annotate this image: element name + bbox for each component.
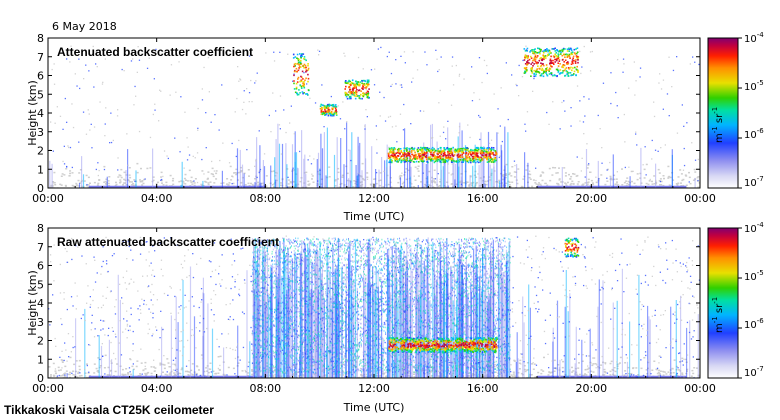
instrument-label: Tikkakoski Vaisala CT25K ceilometer [4,403,214,417]
y-tick-label: 7 [37,241,44,254]
panel-bottom-ylabel: Height (km) [26,270,39,336]
cloud-layer-0 [292,53,310,96]
y-tick-label: 0 [37,182,44,195]
panel-top-colorbar [707,37,739,189]
x-tick-label: 16:00 [467,382,499,395]
date-label: 6 May 2018 [52,20,117,33]
x-tick-label: 20:00 [575,382,607,395]
x-tick-label: 04:00 [141,382,173,395]
panel-top-frame [47,37,701,189]
x-tick-label: 20:00 [575,192,607,205]
y-tick-label: 7 [37,51,44,64]
panel-top-axes: 00:00 04:00 08:00 12:00 16:00 20:00 00:0001234… [32,32,716,205]
y-tick-label: 0 [37,372,44,385]
y-tick-label: 2 [37,335,44,348]
panel-top-ylabel: Height (km) [26,80,39,146]
panel-top-colorbar-labels: 10-4 10-5 10-6 10-7 m-1 sr-1 [711,31,764,189]
backscatter-field [49,45,700,188]
x-tick-label: 12:00 [358,382,390,395]
panel-top-xlabel: Time (UTC) [343,210,405,223]
x-tick-label: 12:00 [358,192,390,205]
y-tick-label: 1 [37,353,44,366]
colorbar-tick-label: 10-7 [744,175,764,189]
backscatter-field [48,235,700,378]
x-tick-label: 08:00 [249,192,281,205]
panel-top: Attenuated backscatter coefficient 00:00… [26,31,764,223]
y-tick-label: 8 [37,32,44,45]
panel-bottom-title: Raw attenuated backscatter coefficient [57,235,279,249]
colorbar-tick-label: 10-7 [744,365,764,379]
cloud-layer-3 [387,146,498,164]
x-tick-label: 00:00 [684,382,716,395]
colorbar-unit: m-1 sr-1 [711,107,725,143]
panel-bottom: Raw attenuated backscatter coefficient 0… [26,221,764,414]
panel-bottom-axes: 00:00 04:00 08:00 12:00 16:00 20:00 00:0001234… [32,222,716,395]
noise-layer-0 [251,237,511,374]
y-tick-label: 6 [37,260,44,273]
cloud-layer-4 [523,47,580,78]
y-tick-label: 3 [37,126,44,139]
panel-bottom-xlabel: Time (UTC) [343,401,405,414]
colorbar-tick-label: 10-4 [744,221,764,235]
x-tick-label: 04:00 [141,192,173,205]
x-tick-label: 00:00 [32,192,64,205]
y-tick-label: 3 [37,316,44,329]
colorbar-tick-label: 10-4 [744,31,764,45]
cloud-layer-2 [344,79,370,100]
panel-bottom-colorbar [707,227,739,379]
x-tick-label: 08:00 [249,382,281,395]
colorbar-unit: m-1 sr-1 [711,297,725,333]
colorbar-tick-label: 10-6 [744,127,764,141]
y-tick-label: 2 [37,145,44,158]
panel-top-title: Attenuated backscatter coefficient [57,45,253,59]
colorbar-tick-label: 10-5 [744,79,764,93]
cloud-layer-2 [564,237,580,258]
y-tick-label: 6 [37,70,44,83]
panel-bottom-plot-area [48,235,700,378]
y-tick-label: 1 [37,163,44,176]
y-tick-label: 4 [37,297,44,310]
panel-top-plot-area [49,45,700,188]
cloud-layer-1 [388,336,498,354]
y-tick-label: 5 [37,278,44,291]
x-tick-label: 00:00 [32,382,64,395]
colorbar-tick-label: 10-6 [744,317,764,331]
x-tick-label: 16:00 [467,192,499,205]
colorbar-tick-label: 10-5 [744,269,764,283]
x-tick-label: 00:00 [684,192,716,205]
cloud-layer-1 [319,103,338,117]
y-tick-label: 5 [37,88,44,101]
y-tick-label: 8 [37,222,44,235]
y-tick-label: 4 [37,107,44,120]
